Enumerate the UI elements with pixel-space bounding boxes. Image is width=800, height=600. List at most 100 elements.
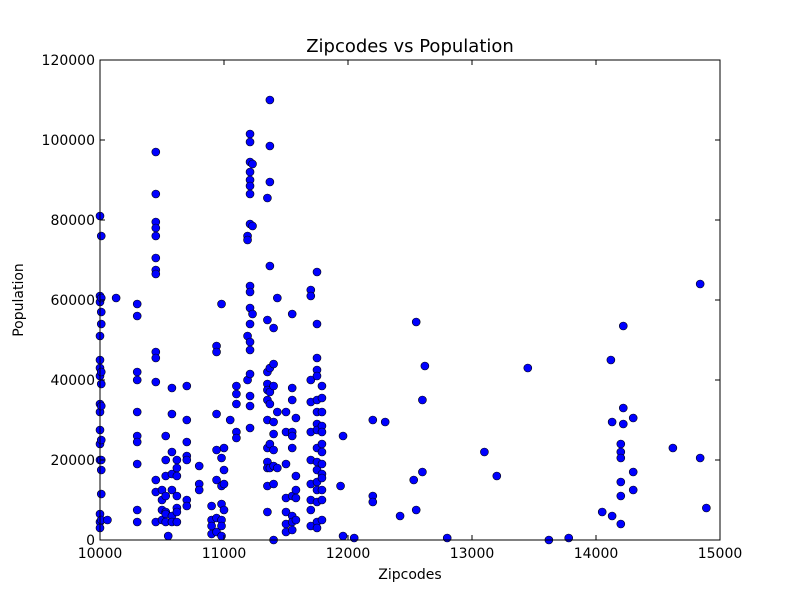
data-point — [269, 359, 278, 369]
data-point — [243, 235, 252, 245]
data-point — [281, 459, 291, 469]
data-point — [263, 193, 272, 203]
data-point — [245, 287, 255, 297]
data-point — [269, 381, 278, 391]
data-point — [616, 491, 626, 501]
x-axis-label: Zipcodes — [378, 567, 441, 583]
data-point — [132, 299, 142, 309]
data-point — [269, 323, 278, 333]
data-point — [151, 269, 161, 279]
y-tick-label: 80000 — [50, 213, 95, 229]
data-point — [312, 267, 322, 277]
y-axis-label: Population — [11, 263, 27, 337]
data-point — [151, 253, 161, 263]
data-point — [182, 501, 192, 511]
data-point — [167, 383, 177, 393]
x-tick-label: 12000 — [326, 546, 371, 562]
data-point — [182, 437, 192, 447]
data-point — [618, 321, 628, 331]
x-tick-label: 10000 — [78, 546, 123, 562]
data-point — [287, 525, 297, 535]
data-point — [312, 523, 322, 533]
data-point — [245, 137, 255, 147]
data-point — [607, 511, 617, 521]
data-point — [217, 453, 226, 463]
data-point — [96, 367, 106, 377]
data-point — [306, 291, 316, 301]
data-point — [411, 317, 421, 327]
data-point — [151, 231, 161, 241]
data-point — [317, 427, 327, 437]
data-point — [232, 399, 241, 409]
data-point — [263, 315, 272, 325]
data-point — [245, 181, 255, 191]
data-point — [96, 319, 106, 329]
data-point — [368, 415, 378, 425]
data-point — [151, 353, 161, 363]
data-point — [287, 309, 297, 319]
data-point — [338, 431, 348, 441]
data-point — [161, 431, 171, 441]
data-point — [564, 533, 574, 543]
data-point — [151, 223, 161, 233]
data-point — [212, 475, 221, 485]
data-point — [232, 381, 241, 391]
data-point — [287, 443, 297, 453]
data-point — [167, 485, 177, 495]
data-point — [161, 491, 171, 501]
data-point — [317, 459, 327, 469]
data-point — [312, 319, 322, 329]
data-point — [291, 515, 301, 525]
data-point — [628, 485, 638, 495]
data-point — [96, 401, 106, 411]
data-point — [287, 431, 297, 441]
data-point — [245, 369, 255, 379]
data-point — [212, 445, 221, 455]
data-point — [212, 409, 221, 419]
data-point — [96, 489, 106, 499]
data-point — [219, 479, 229, 489]
data-point — [306, 505, 316, 515]
data-point — [628, 467, 638, 477]
data-point — [317, 381, 327, 391]
data-point — [317, 473, 327, 483]
data-point — [523, 363, 533, 373]
data-point — [111, 293, 121, 303]
data-point — [336, 481, 345, 491]
data-point — [172, 517, 182, 527]
data-point — [151, 377, 161, 387]
data-point — [668, 443, 678, 453]
data-point — [418, 395, 427, 405]
data-point — [317, 447, 327, 457]
data-point — [151, 147, 161, 157]
data-point — [312, 353, 322, 363]
data-point — [287, 383, 297, 393]
data-point — [442, 533, 452, 543]
data-point — [167, 447, 177, 457]
data-point — [132, 437, 142, 447]
chart-title: Zipcodes vs Population — [306, 36, 514, 57]
data-point — [338, 531, 348, 541]
data-point — [492, 471, 502, 481]
plot-frame — [99, 59, 721, 541]
y-tick-label: 20000 — [50, 453, 95, 469]
x-tick-label: 15000 — [698, 546, 743, 562]
data-point — [245, 189, 255, 199]
data-point — [217, 521, 226, 531]
data-point — [245, 391, 255, 401]
data-point — [273, 463, 282, 473]
y-tick-label: 40000 — [50, 373, 95, 389]
data-point — [182, 381, 192, 391]
data-point — [418, 467, 427, 477]
x-tick-label: 13000 — [450, 546, 495, 562]
data-points — [95, 95, 711, 545]
y-tick-label: 0 — [86, 533, 95, 549]
data-point — [248, 159, 257, 169]
data-point — [217, 299, 226, 309]
plot-background — [100, 60, 720, 540]
data-point — [96, 465, 106, 475]
data-point — [245, 423, 255, 433]
data-point — [317, 495, 327, 505]
data-point — [212, 347, 221, 357]
